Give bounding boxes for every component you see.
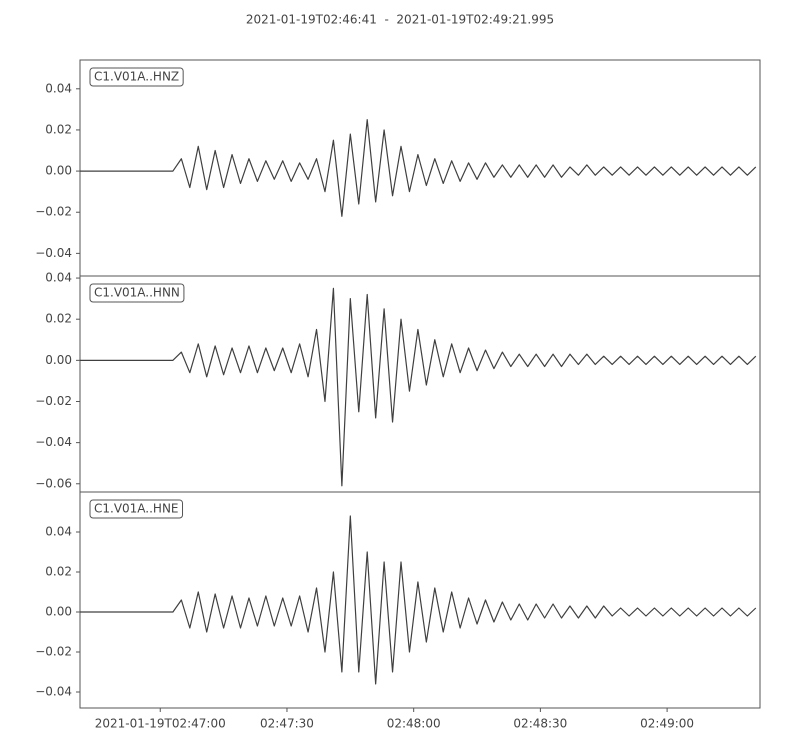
trace-label: C1.V01A..HNN (94, 286, 180, 300)
y-tick-label: 0.02 (45, 565, 72, 579)
y-tick-label: 0.02 (45, 312, 72, 326)
x-tick-label: 2021-01-19T02:47:00 (95, 717, 226, 731)
chart-title: 2021-01-19T02:46:41 - 2021-01-19T02:49:2… (246, 13, 554, 27)
trace-label: C1.V01A..HNZ (94, 70, 179, 84)
y-tick-label: 0.00 (45, 605, 72, 619)
y-tick-label: 0.02 (45, 122, 72, 136)
plot-frame (79, 491, 761, 709)
y-tick-label: 0.00 (45, 353, 72, 367)
x-tick-label: 02:48:00 (387, 717, 441, 731)
y-tick-label: 0.04 (45, 81, 72, 95)
y-tick-label: −0.02 (35, 205, 72, 219)
trace-line (80, 515, 757, 685)
trace-label-box (89, 283, 185, 303)
trace-label: C1.V01A..HNE (94, 502, 179, 516)
x-tick-label: 02:49:00 (640, 717, 694, 731)
trace-line (80, 287, 757, 487)
x-tick-label: 02:48:30 (513, 717, 567, 731)
trace-label-box (89, 499, 184, 519)
y-tick-label: −0.04 (35, 685, 72, 699)
plot-frame (79, 59, 761, 277)
trace-label-box (89, 67, 184, 87)
y-tick-label: −0.06 (35, 476, 72, 490)
plot-frame (79, 275, 761, 493)
x-tick-label: 02:47:30 (260, 717, 314, 731)
y-tick-label: 0.00 (45, 164, 72, 178)
y-tick-label: −0.04 (35, 246, 72, 260)
trace-line (80, 119, 757, 217)
y-tick-label: 0.04 (45, 271, 72, 285)
y-tick-label: 0.04 (45, 525, 72, 539)
y-tick-label: −0.02 (35, 394, 72, 408)
y-tick-label: −0.02 (35, 645, 72, 659)
y-tick-label: −0.04 (35, 435, 72, 449)
